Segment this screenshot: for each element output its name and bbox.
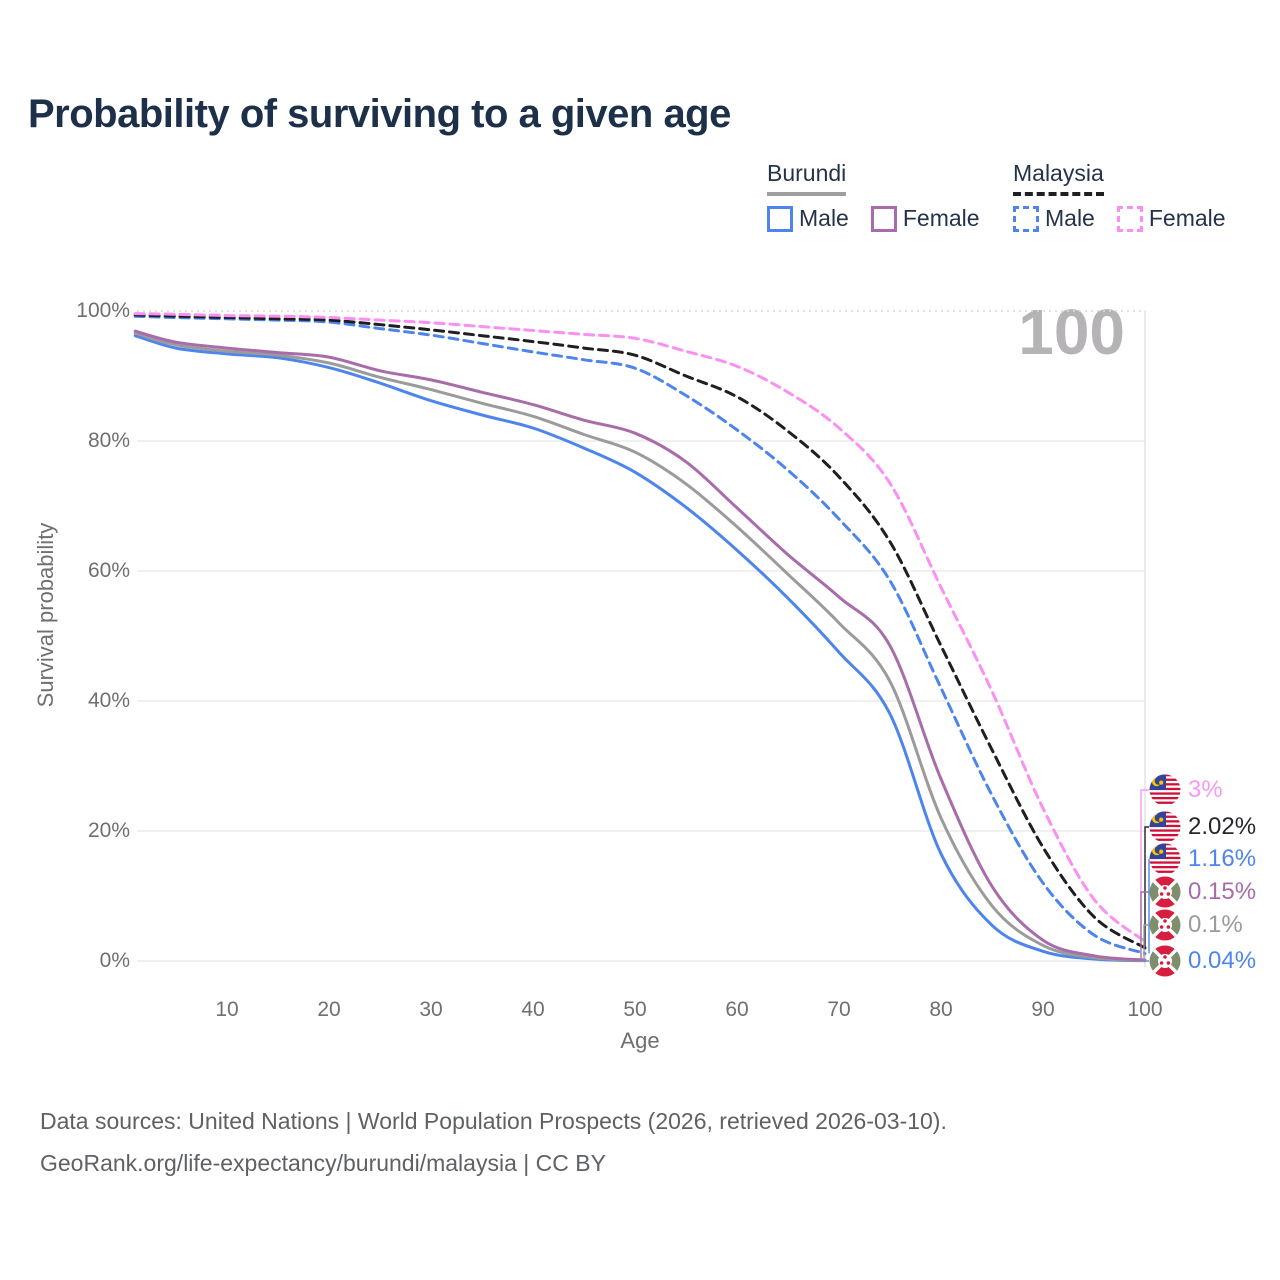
legend-item-label: Female (902, 205, 980, 231)
burundi-female-swatch-icon (870, 205, 897, 232)
y-tick-label: 80% (87, 429, 130, 452)
end-label-value: 0.04% (1188, 947, 1257, 974)
legend-item-label: Female (1148, 205, 1226, 231)
x-tick-label: 40 (521, 998, 545, 1021)
chart-plot[interactable] (0, 0, 1280, 1075)
malaysia-flag-icon (1149, 811, 1181, 843)
attribution-line: GeoRank.org/life-expectancy/burundi/mala… (40, 1150, 606, 1176)
end-label-value: 3% (1188, 776, 1223, 803)
x-tick-label: 90 (1031, 998, 1055, 1021)
end-label-malaysia-both: 2.02% (1149, 811, 1256, 843)
end-label-burundi-male: 0.04% (1149, 945, 1256, 977)
burundi-flag-icon (1149, 876, 1181, 908)
x-tick-label: 60 (725, 998, 749, 1021)
x-tick-label: 100 (1127, 998, 1163, 1021)
y-tick-label: 40% (87, 689, 130, 712)
malaysia-male-swatch-icon (1013, 205, 1039, 232)
y-tick-label: 100% (76, 299, 130, 322)
x-tick-label: 20 (317, 998, 341, 1021)
burundi-male-swatch-icon (767, 205, 793, 232)
page-title: Probability of surviving to a given age (28, 92, 731, 136)
legend-group-malaysia-label: Malaysia (1013, 160, 1104, 196)
end-label-value: 1.16% (1188, 845, 1257, 872)
data-sources-line: Data sources: United Nations | World Pop… (40, 1108, 947, 1134)
end-label-burundi-both: 0.1% (1149, 909, 1243, 941)
burundi-flag-icon (1149, 909, 1181, 941)
y-tick-label: 60% (87, 559, 130, 582)
curve-burundi-both-sexes (133, 331, 1147, 962)
end-label-connectors (1140, 789, 1150, 962)
legend-item-burundi-male[interactable]: Male (767, 205, 849, 232)
legend-item-label: Male (799, 205, 849, 231)
x-tick-label: 50 (623, 998, 647, 1021)
legend-group-malaysia: Malaysia Male Female (1013, 160, 1226, 232)
malaysia-female-swatch-icon (1116, 205, 1143, 232)
gridlines (137, 310, 1146, 967)
x-tick-label: 70 (827, 998, 851, 1021)
survival-curves (133, 312, 1147, 963)
curve-malaysia-female (133, 312, 1147, 943)
legend-item-malaysia-female[interactable]: Female (1116, 205, 1226, 232)
x-tick-label: 10 (215, 998, 239, 1021)
end-label-malaysia-male: 1.16% (1149, 843, 1256, 875)
x-axis-title: Age (620, 1028, 660, 1053)
legend-item-burundi-female[interactable]: Female (870, 205, 980, 232)
malaysia-flag-icon (1149, 843, 1181, 875)
legend-item-malaysia-male[interactable]: Male (1013, 205, 1095, 232)
curve-burundi-male (133, 334, 1147, 963)
legend-group-burundi-label: Burundi (767, 160, 847, 196)
x-tick-label: 80 (929, 998, 953, 1021)
hover-age-watermark: 100 (1018, 296, 1125, 368)
malaysia-flag-icon (1149, 774, 1181, 806)
end-label-value: 2.02% (1188, 813, 1257, 840)
y-tick-label: 0% (99, 949, 130, 972)
curve-malaysia-both-sexes (133, 313, 1147, 950)
end-label-burundi-female: 0.15% (1149, 876, 1256, 908)
curve-malaysia-male (133, 314, 1147, 955)
x-tick-label: 30 (419, 998, 443, 1021)
end-label-value: 0.15% (1188, 878, 1257, 905)
y-tick-label: 20% (87, 819, 130, 842)
curve-burundi-female (133, 329, 1147, 962)
burundi-flag-icon (1149, 945, 1181, 977)
end-label-value: 0.1% (1188, 911, 1243, 938)
end-label-malaysia-female: 3% (1149, 774, 1223, 806)
legend-item-label: Male (1045, 205, 1095, 231)
legend-group-burundi: Burundi Male Female (767, 160, 980, 232)
